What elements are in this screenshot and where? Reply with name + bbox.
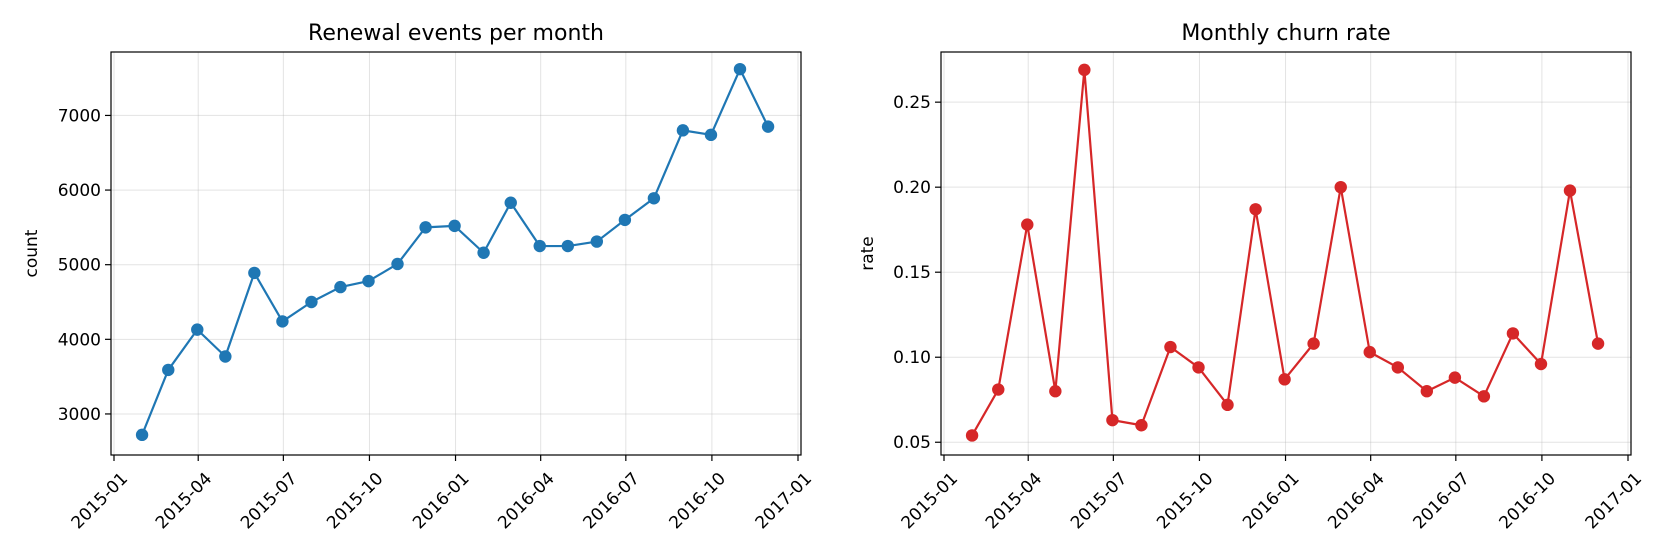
y-tick-label: 0.20 bbox=[893, 178, 931, 198]
x-tick-label: 2017-01 bbox=[752, 469, 816, 533]
data-point bbox=[191, 323, 204, 336]
y-tick-label: 3000 bbox=[58, 405, 101, 425]
y-axis-label: rate bbox=[858, 236, 878, 271]
data-point bbox=[448, 219, 461, 233]
x-tick-label: 2015-04 bbox=[982, 469, 1046, 533]
y-tick-label: 0.25 bbox=[893, 93, 931, 113]
data-point bbox=[1391, 361, 1405, 374]
x-tick-label: 2015-07 bbox=[237, 469, 301, 533]
x-tick-label: 2015-07 bbox=[1067, 469, 1131, 533]
data-point bbox=[647, 192, 661, 205]
churn-rate-chart: 2015-01 2015-04 2015-07 2015-10 2016-01 2016-… bbox=[858, 21, 1646, 533]
renewal-events-chart: 2015-01 2015-04 2015-07 2015-10 2016-01 2016-… bbox=[22, 21, 816, 533]
data-point bbox=[1420, 385, 1434, 398]
data-point bbox=[1534, 357, 1548, 371]
y-tick-label: 7000 bbox=[58, 106, 101, 126]
data-point bbox=[704, 128, 718, 142]
data-point bbox=[590, 235, 604, 248]
data-point bbox=[248, 266, 261, 280]
y-tick-label: 6000 bbox=[58, 181, 101, 201]
data-point bbox=[1334, 180, 1347, 194]
data-point bbox=[533, 239, 546, 253]
data-point bbox=[162, 363, 175, 377]
y-tick-label: 4000 bbox=[58, 330, 101, 350]
data-point bbox=[1563, 184, 1577, 197]
data-point bbox=[219, 350, 232, 363]
x-tick-label: 2015-10 bbox=[323, 469, 387, 533]
data-point bbox=[1221, 398, 1234, 412]
data-point bbox=[561, 239, 575, 253]
y-axis-label: count bbox=[22, 229, 42, 277]
data-point bbox=[1249, 203, 1262, 216]
x-tick-label: 2015-01 bbox=[68, 469, 132, 533]
x-tick-label: 2016-04 bbox=[494, 469, 558, 533]
x-tick-label: 2017-01 bbox=[1582, 469, 1646, 533]
data-point bbox=[733, 62, 747, 76]
data-point bbox=[1078, 63, 1091, 77]
data-point bbox=[1278, 373, 1291, 386]
data-point bbox=[135, 428, 149, 442]
x-tick-label: 2016-10 bbox=[1496, 469, 1560, 533]
data-point bbox=[1448, 371, 1462, 384]
x-tick-label: 2016-04 bbox=[1324, 469, 1388, 533]
y-tick-label: 0.05 bbox=[893, 433, 931, 453]
data-point bbox=[477, 246, 490, 259]
x-tick-label: 2016-01 bbox=[409, 469, 473, 533]
data-point bbox=[334, 280, 347, 294]
chart-title: Monthly churn rate bbox=[1181, 21, 1390, 46]
y-tick-label: 5000 bbox=[58, 256, 101, 276]
x-tick-label: 2016-07 bbox=[579, 469, 643, 533]
data-point bbox=[276, 315, 289, 328]
data-point bbox=[1135, 419, 1148, 432]
x-tick-label: 2016-01 bbox=[1239, 469, 1303, 533]
x-tick-label: 2015-10 bbox=[1153, 469, 1217, 533]
x-tick-label: 2015-04 bbox=[152, 469, 216, 533]
data-point bbox=[1506, 327, 1520, 340]
data-point bbox=[965, 429, 979, 442]
data-point bbox=[1591, 337, 1605, 350]
data-point bbox=[1477, 390, 1491, 403]
data-point bbox=[992, 383, 1005, 396]
y-tick-label: 0.15 bbox=[893, 263, 931, 283]
data-point bbox=[1192, 361, 1205, 374]
data-point bbox=[1307, 337, 1320, 350]
data-point bbox=[1106, 413, 1119, 427]
y-tick-label: 0.10 bbox=[893, 348, 931, 368]
data-point bbox=[504, 196, 517, 209]
data-point bbox=[676, 124, 690, 137]
chart-title: Renewal events per month bbox=[308, 21, 604, 46]
data-point bbox=[391, 257, 404, 271]
x-tick-label: 2016-10 bbox=[666, 469, 730, 533]
data-point bbox=[1021, 218, 1034, 231]
data-point bbox=[618, 213, 632, 227]
data-point bbox=[419, 221, 432, 234]
data-point bbox=[362, 274, 375, 288]
data-point bbox=[761, 120, 775, 133]
x-tick-label: 2016-07 bbox=[1409, 469, 1473, 533]
data-point bbox=[1164, 340, 1177, 354]
data-point bbox=[305, 295, 318, 309]
data-point bbox=[1049, 385, 1062, 398]
data-point bbox=[1363, 345, 1376, 359]
x-tick-label: 2015-01 bbox=[898, 469, 962, 533]
